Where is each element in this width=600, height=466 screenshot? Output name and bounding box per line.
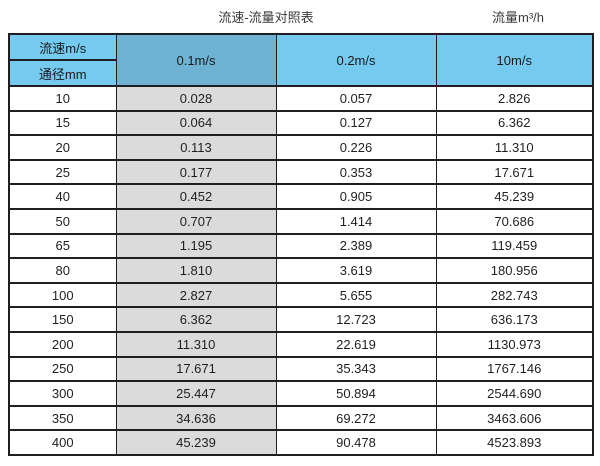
flow-value-cell: 35.343 [275,355,437,383]
flow-value-cell: 0.226 [275,134,437,161]
table-row: 150 6.362 12.723 636.173 [8,306,594,333]
table-row: 200 11.310 22.619 1130.973 [8,330,594,358]
flow-value-cell: 2544.690 [435,380,594,407]
diameter-cell: 200 [8,330,117,358]
flow-value-cell: 180.956 [435,257,594,284]
flow-value-cell: 2.826 [435,85,594,112]
header-column-0-2ms: 0.2m/s [275,33,437,87]
flow-value-cell: 3463.606 [435,404,594,432]
diameter-cell: 300 [8,380,117,407]
table-row: 400 45.239 90.478 4523.893 [8,429,594,456]
flow-value-cell: 2.827 [115,281,277,309]
flow-value-cell: 1.195 [115,232,277,260]
flow-value-cell: 0.127 [275,109,437,137]
flow-value-cell: 0.353 [275,158,437,186]
flow-value-cell: 1.810 [115,257,277,284]
flow-value-cell: 17.671 [115,355,277,383]
header-velocity-label: 流速m/s [8,33,117,61]
diameter-cell: 50 [8,207,117,235]
diameter-cell: 10 [8,85,117,112]
flow-unit-caption: 流量m³/h [491,10,545,25]
table-row: 20 0.113 0.226 11.310 [8,134,594,161]
flow-value-cell: 6.362 [115,306,277,333]
diameter-cell: 100 [8,281,117,309]
flow-value-cell: 0.177 [115,158,277,186]
flow-value-cell: 1767.146 [435,355,594,383]
table-row: 250 17.671 35.343 1767.146 [8,355,594,383]
table-row: 50 0.707 1.414 70.686 [8,207,594,235]
flow-value-cell: 5.655 [275,281,437,309]
table-row: 40 0.452 0.905 45.239 [8,183,594,210]
flow-value-cell: 0.707 [115,207,277,235]
table-row: 25 0.177 0.353 17.671 [8,158,594,186]
diameter-cell: 250 [8,355,117,383]
flow-value-cell: 70.686 [435,207,594,235]
flow-value-cell: 0.452 [115,183,277,210]
flow-value-cell: 636.173 [435,306,594,333]
flow-value-cell: 90.478 [275,429,437,456]
flow-rate-table: 流速m/s 0.1m/s 0.2m/s 10m/s 通径mm 10 0.028 0.… [8,33,594,456]
flow-value-cell: 25.447 [115,380,277,407]
diameter-cell: 25 [8,158,117,186]
table-body: 10 0.028 0.057 2.826 15 0.064 0.127 6.362 20 0.11… [8,85,594,456]
flow-value-cell: 0.064 [115,109,277,137]
flow-value-cell: 11.310 [115,330,277,358]
table-row: 15 0.064 0.127 6.362 [8,109,594,137]
flow-value-cell: 2.389 [275,232,437,260]
flow-value-cell: 0.905 [275,183,437,210]
flow-value-cell: 0.113 [115,134,277,161]
table-row: 350 34.636 69.272 3463.606 [8,404,594,432]
flow-value-cell: 45.239 [115,429,277,456]
diameter-cell: 15 [8,109,117,137]
flow-value-cell: 1130.973 [435,330,594,358]
table-row: 300 25.447 50.894 2544.690 [8,380,594,407]
flow-value-cell: 45.239 [435,183,594,210]
diameter-cell: 65 [8,232,117,260]
flow-value-cell: 69.272 [275,404,437,432]
table-row: 65 1.195 2.389 119.459 [8,232,594,260]
table-row: 100 2.827 5.655 282.743 [8,281,594,309]
diameter-cell: 40 [8,183,117,210]
header-column-0-1ms: 0.1m/s [115,33,277,87]
flow-value-cell: 50.894 [275,380,437,407]
flow-value-cell: 17.671 [435,158,594,186]
diameter-cell: 20 [8,134,117,161]
table-row: 10 0.028 0.057 2.826 [8,85,594,112]
header-column-10ms: 10m/s [435,33,594,87]
flow-value-cell: 1.414 [275,207,437,235]
flow-value-cell: 119.459 [435,232,594,260]
caption-row: 流速-流量对照表 流量m³/h [0,0,600,33]
diameter-cell: 350 [8,404,117,432]
flow-value-cell: 0.057 [275,85,437,112]
table-header: 流速m/s 0.1m/s 0.2m/s 10m/s 通径mm [8,33,594,87]
flow-value-cell: 11.310 [435,134,594,161]
diameter-cell: 400 [8,429,117,456]
flow-value-cell: 0.028 [115,85,277,112]
flow-value-cell: 4523.893 [435,429,594,456]
diameter-cell: 150 [8,306,117,333]
flow-value-cell: 34.636 [115,404,277,432]
flow-value-cell: 282.743 [435,281,594,309]
table-title: 流速-流量对照表 [218,10,314,25]
diameter-cell: 80 [8,257,117,284]
flow-value-cell: 12.723 [275,306,437,333]
table-row: 80 1.810 3.619 180.956 [8,257,594,284]
flow-value-cell: 3.619 [275,257,437,284]
header-diameter-label: 通径mm [8,59,117,87]
flow-value-cell: 22.619 [275,330,437,358]
flow-value-cell: 6.362 [435,109,594,137]
